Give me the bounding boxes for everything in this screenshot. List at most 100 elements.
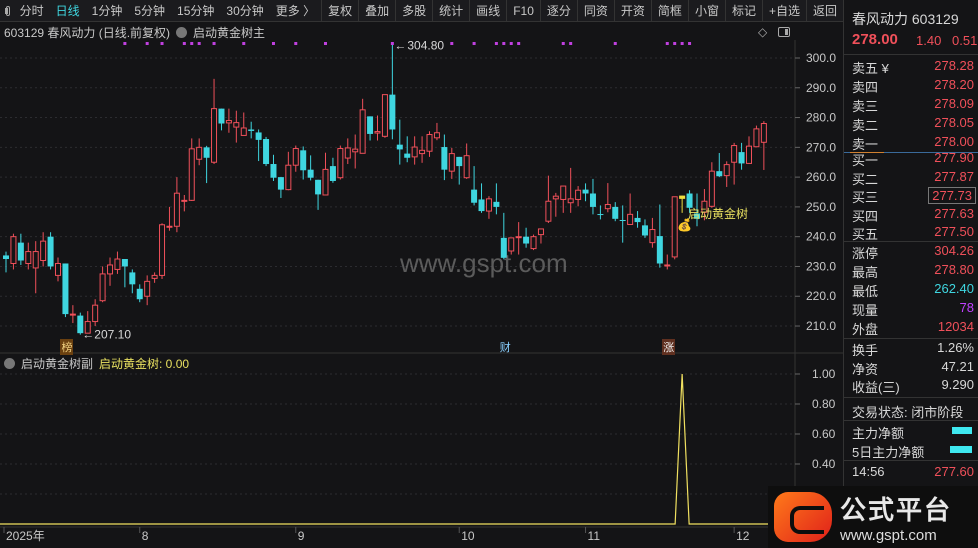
ask-value: 278.05 <box>934 115 974 130</box>
date-label: 8 <box>142 529 149 543</box>
bid-label: 买三 <box>852 190 879 205</box>
money-bag-icon: 💰 <box>677 218 692 232</box>
fundamental-label: 收益(三) <box>852 380 900 395</box>
candle-body <box>337 148 344 179</box>
candle-body <box>701 200 708 213</box>
candle-body <box>344 147 351 159</box>
sub-indicator-name[interactable]: 启动黄金树副 <box>21 357 94 371</box>
toolbar-item[interactable]: F10 <box>506 0 540 22</box>
toolbar-item[interactable]: 分时 <box>19 3 44 18</box>
event-tag[interactable]: 涨 <box>662 339 676 355</box>
candle-body <box>404 153 411 158</box>
stat-value: 278.80 <box>934 262 974 277</box>
toolbar-item[interactable]: 统计 <box>432 0 469 22</box>
toolbar-item[interactable]: 复权 <box>321 0 358 22</box>
signal-dot <box>323 42 327 45</box>
candle-body <box>537 228 544 236</box>
candle-body <box>322 168 329 196</box>
fundamental-value: 9.290 <box>941 377 974 392</box>
y-tick-label: 220.0 <box>806 289 836 303</box>
candle-body <box>567 198 574 204</box>
toolbar-item[interactable]: 开资 <box>613 0 651 22</box>
toolbar-item[interactable]: 30分钟 <box>226 3 264 18</box>
candle-body <box>664 264 671 267</box>
bid-value: 277.90 <box>934 150 974 165</box>
candle-body <box>693 213 700 219</box>
signal-dot <box>160 42 164 45</box>
toolbar-item[interactable]: 标记 <box>724 0 762 22</box>
indicator-toggle-icon[interactable] <box>176 27 188 38</box>
toolbar-item[interactable]: 返回 <box>805 0 843 22</box>
kline-chart[interactable]: 300.0 290.0 280.0 270.0 260.0 250.0 240.0 230.0… <box>0 40 843 548</box>
candle-body <box>738 152 745 164</box>
candle-body <box>679 195 686 199</box>
toolbar-item[interactable]: 1分钟 <box>91 3 123 18</box>
sub-y-tick-label: 0.80 <box>812 397 836 411</box>
candle-body <box>456 156 463 167</box>
ask-label: 卖三 <box>852 99 879 114</box>
toolbar-item[interactable]: 更多 〉 <box>275 3 316 18</box>
candle-body <box>746 145 752 164</box>
date-label: 10 <box>461 529 475 543</box>
toolbar-item[interactable]: 叠加 <box>358 0 395 22</box>
toolbar-item[interactable]: 逐分 <box>539 0 577 22</box>
date-label: 2025年 <box>6 529 45 543</box>
candle-body <box>426 134 433 152</box>
toolbar-item[interactable]: 同资 <box>576 0 614 22</box>
sub-y-tick-label: 1.00 <box>812 367 836 381</box>
diamond-icon[interactable]: ◇ <box>758 25 768 39</box>
candle-body <box>151 274 158 279</box>
fund-flow-label[interactable]: 5日主力净额 <box>852 445 925 460</box>
candle-body <box>307 169 314 178</box>
logo-title: 公式平台 <box>840 495 953 525</box>
panel-toggle-icon[interactable] <box>4 5 10 16</box>
main-indicator-name[interactable]: 启动黄金树主 <box>193 26 266 40</box>
candle-body <box>582 189 589 194</box>
candle-body <box>40 240 47 262</box>
toolbar-item[interactable]: 15分钟 <box>177 3 215 18</box>
ask-value: 278.09 <box>934 96 974 111</box>
stat-value: 78 <box>959 300 974 315</box>
sidebar-toggle-icon[interactable] <box>778 27 790 37</box>
signal-dot <box>450 42 454 45</box>
toolbar: 分时 日线 1分钟 5分钟 15分钟 30分钟 更多 〉复权 叠加 多股 统计 画线 F10 逐分 同资开… <box>0 0 843 22</box>
stat-value: 12034 <box>937 319 974 334</box>
toolbar-item[interactable]: 多股 <box>395 0 432 22</box>
candle-body <box>196 146 203 160</box>
toolbar-item[interactable]: 日线 <box>55 3 80 18</box>
date-label: 9 <box>298 529 305 543</box>
toolbar-item[interactable]: 5分钟 <box>134 3 166 18</box>
y-tick-label: 250.0 <box>806 200 836 214</box>
candle-body <box>530 236 537 250</box>
sub-indicator-toggle-icon[interactable] <box>4 358 15 369</box>
candle-body <box>374 131 381 134</box>
toolbar-item[interactable]: 画线 <box>469 0 506 22</box>
candle-body <box>508 237 515 252</box>
bid-value: 277.63 <box>934 205 974 221</box>
sub-indicator-info: 启动黄金树副 启动黄金树: 0.00 <box>4 355 189 372</box>
candle-body <box>731 145 738 163</box>
candle-body <box>77 315 84 334</box>
signal-dot <box>561 42 565 45</box>
candle-body <box>203 147 210 158</box>
signal-dot <box>673 42 677 45</box>
signal-dot <box>502 42 506 45</box>
y-tick-label: 290.0 <box>806 81 836 95</box>
toolbar-item[interactable]: 简框 <box>650 0 688 22</box>
fund-flow-label[interactable]: 主力净额 <box>852 426 905 441</box>
event-tag[interactable]: 榜 <box>60 339 74 355</box>
candle-body <box>641 225 648 236</box>
signal-dot <box>680 42 684 45</box>
event-tag[interactable]: 财 <box>499 342 511 354</box>
low-price-label: ← <box>82 328 94 342</box>
candle-body <box>270 164 277 178</box>
toolbar-item[interactable]: +自选 <box>761 0 806 22</box>
price-change: 1.40 <box>916 33 942 48</box>
sub-indicator-line <box>0 373 795 525</box>
candle-body <box>277 177 284 190</box>
candle-body <box>211 108 218 163</box>
signal-dot <box>613 42 617 45</box>
candle-body <box>144 280 151 297</box>
candle-body <box>92 304 99 323</box>
toolbar-item[interactable]: 小窗 <box>687 0 725 22</box>
